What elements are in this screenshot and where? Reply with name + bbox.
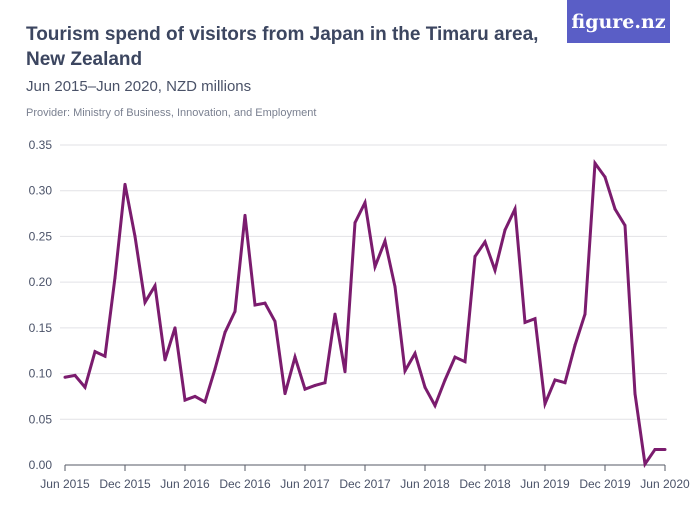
- data-point: [363, 201, 367, 205]
- y-tick-label: 0.30: [29, 184, 53, 198]
- data-point: [133, 234, 137, 238]
- x-tick-label: Jun 2019: [520, 477, 570, 491]
- figure-nz-logo[interactable]: figure.nz: [567, 0, 670, 43]
- x-tick-label: Jun 2016: [160, 477, 210, 491]
- data-point: [263, 301, 267, 305]
- y-tick-label: 0.05: [29, 412, 53, 426]
- data-point: [233, 309, 237, 313]
- x-tick-label: Jun 2020: [640, 477, 690, 491]
- data-point: [533, 317, 537, 321]
- data-point: [303, 387, 307, 391]
- data-point: [573, 343, 577, 347]
- x-tick-label: Jun 2015: [40, 477, 90, 491]
- data-point: [443, 378, 447, 382]
- y-tick-label: 0.00: [29, 458, 53, 472]
- data-point: [163, 358, 167, 362]
- data-point: [503, 228, 507, 232]
- data-point: [223, 330, 227, 334]
- data-point: [413, 351, 417, 355]
- data-point: [333, 312, 337, 316]
- data-point: [153, 284, 157, 288]
- data-point: [593, 161, 597, 165]
- x-tick-label: Dec 2017: [339, 477, 391, 491]
- data-point: [643, 462, 647, 466]
- y-tick-label: 0.35: [29, 138, 53, 152]
- data-point: [343, 370, 347, 374]
- data-point: [273, 319, 277, 323]
- x-tick-label: Dec 2019: [579, 477, 631, 491]
- data-point: [203, 400, 207, 404]
- y-tick-label: 0.15: [29, 321, 53, 335]
- data-point: [473, 255, 477, 259]
- data-point: [103, 354, 107, 358]
- data-point: [183, 398, 187, 402]
- chart-subtitle: Jun 2015–Jun 2020, NZD millions: [26, 78, 252, 95]
- data-point: [623, 223, 627, 227]
- data-point: [173, 326, 177, 330]
- data-point: [493, 268, 497, 272]
- data-point: [353, 221, 357, 225]
- data-point: [243, 213, 247, 217]
- y-tick-label: 0.25: [29, 229, 53, 243]
- data-point: [423, 385, 427, 389]
- data-point: [603, 175, 607, 179]
- data-point: [663, 447, 667, 451]
- data-point: [543, 402, 547, 406]
- data-point: [63, 375, 67, 379]
- data-point: [123, 182, 127, 186]
- data-point: [193, 394, 197, 398]
- x-tick-label: Dec 2015: [99, 477, 151, 491]
- data-point: [403, 369, 407, 373]
- data-point: [483, 240, 487, 244]
- data-point: [463, 360, 467, 364]
- data-point: [143, 300, 147, 304]
- data-point: [563, 381, 567, 385]
- data-point: [383, 239, 387, 243]
- data-point: [113, 276, 117, 280]
- data-point: [213, 367, 217, 371]
- data-point: [433, 404, 437, 408]
- data-point: [553, 378, 557, 382]
- data-point: [613, 207, 617, 211]
- data-point: [393, 285, 397, 289]
- x-tick-label: Jun 2018: [400, 477, 450, 491]
- data-point: [633, 392, 637, 396]
- y-tick-label: 0.10: [29, 367, 53, 381]
- data-point: [583, 312, 587, 316]
- provider-note: Provider: Ministry of Business, Innovati…: [26, 107, 317, 119]
- data-point: [373, 265, 377, 269]
- x-tick-label: Dec 2016: [219, 477, 271, 491]
- x-tick-label: Jun 2017: [280, 477, 330, 491]
- data-point: [513, 207, 517, 211]
- x-tick-label: Dec 2018: [459, 477, 511, 491]
- y-tick-label: 0.20: [29, 275, 53, 289]
- data-point: [313, 383, 317, 387]
- data-point: [293, 355, 297, 359]
- data-point: [323, 381, 327, 385]
- data-point: [653, 447, 657, 451]
- chart-title: Tourism spend of visitors from Japan in …: [26, 24, 539, 70]
- data-point: [453, 355, 457, 359]
- data-point: [73, 373, 77, 377]
- data-point: [523, 320, 527, 324]
- data-point: [253, 303, 257, 307]
- data-point: [283, 392, 287, 396]
- data-point: [93, 350, 97, 354]
- data-point: [83, 385, 87, 389]
